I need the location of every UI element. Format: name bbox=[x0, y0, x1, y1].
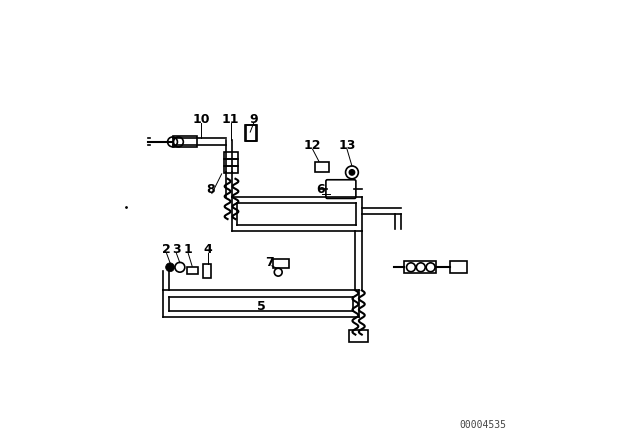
Bar bbox=[245, 125, 257, 141]
Circle shape bbox=[166, 263, 175, 271]
Text: 4: 4 bbox=[204, 243, 212, 256]
Bar bbox=[315, 162, 329, 172]
Bar bbox=[404, 261, 436, 273]
Bar bbox=[349, 330, 368, 342]
Bar bbox=[451, 261, 467, 273]
Text: 11: 11 bbox=[222, 113, 239, 126]
Text: 8: 8 bbox=[207, 183, 215, 196]
Text: 1: 1 bbox=[184, 243, 193, 256]
Text: 00004535: 00004535 bbox=[460, 421, 507, 431]
Text: 3: 3 bbox=[172, 243, 180, 256]
Bar bbox=[173, 137, 197, 147]
Text: 10: 10 bbox=[192, 113, 210, 126]
Bar bbox=[202, 264, 211, 278]
Bar bbox=[246, 125, 256, 141]
Text: 5: 5 bbox=[257, 300, 266, 313]
Text: 6: 6 bbox=[317, 183, 325, 196]
Text: 9: 9 bbox=[250, 113, 258, 126]
Bar bbox=[224, 152, 238, 159]
Text: 13: 13 bbox=[339, 139, 356, 152]
Circle shape bbox=[349, 169, 355, 176]
Bar bbox=[187, 267, 198, 274]
Bar bbox=[224, 159, 238, 166]
Bar bbox=[273, 259, 289, 268]
Text: 12: 12 bbox=[304, 139, 321, 152]
Text: 7: 7 bbox=[266, 256, 274, 269]
Bar bbox=[224, 167, 238, 173]
Text: 2: 2 bbox=[163, 243, 171, 256]
